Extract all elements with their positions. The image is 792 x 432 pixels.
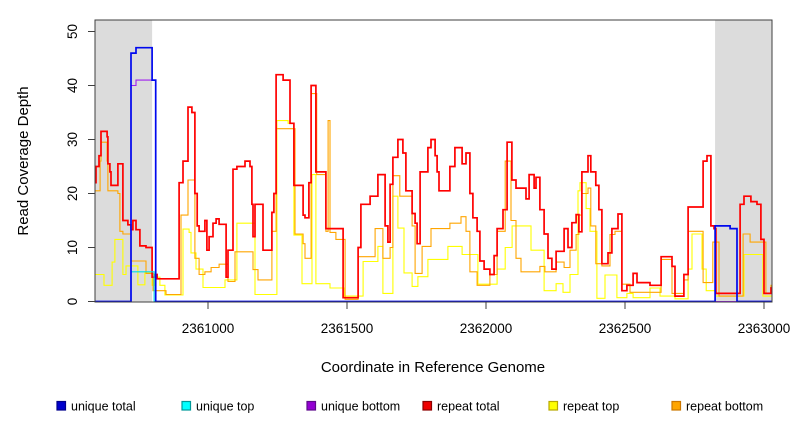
series-line-unique-bottom <box>95 79 773 303</box>
x-tick-label: 2361500 <box>321 321 374 336</box>
legend: unique total unique top unique bottom repea… <box>56 400 763 414</box>
axis-ticks-layer: 2361000 2361500 2362000 2362500 2363000 0 10 20… <box>65 24 790 336</box>
legend-label: repeat total <box>437 400 500 414</box>
legend-item-repeat-total: repeat total <box>422 400 500 414</box>
x-tick-label: 2363000 <box>738 321 791 336</box>
series-line-repeat-total <box>95 73 773 299</box>
plot-border <box>94 19 773 303</box>
x-axis-title: Coordinate in Reference Genome <box>321 359 545 376</box>
legend-swatch <box>548 400 559 411</box>
legend-item-repeat-top: repeat top <box>548 400 619 414</box>
legend-label: repeat top <box>563 400 619 414</box>
legend-label: unique top <box>196 400 254 414</box>
x-tick-label: 2362500 <box>599 321 652 336</box>
legend-swatch <box>181 400 192 411</box>
shaded-region <box>95 20 153 302</box>
series-line-unique-top <box>95 271 773 303</box>
y-tick-label: 50 <box>65 24 80 39</box>
legend-item-unique-total: unique total <box>56 400 136 414</box>
y-axis-title: Read Coverage Depth <box>15 86 32 235</box>
legend-item-unique-bottom: unique bottom <box>306 400 400 414</box>
legend-label: unique total <box>71 400 136 414</box>
series-line-unique-total <box>95 46 773 303</box>
y-tick-label: 30 <box>65 132 80 147</box>
legend-label: unique bottom <box>321 400 400 414</box>
series-layer <box>95 46 773 303</box>
legend-label: repeat bottom <box>686 400 763 414</box>
legend-item-unique-top: unique top <box>181 400 254 414</box>
legend-swatch <box>671 400 682 411</box>
y-tick-label: 20 <box>65 186 80 201</box>
y-tick-label: 40 <box>65 78 80 93</box>
legend-swatch <box>422 400 433 411</box>
legend-swatch <box>306 400 317 411</box>
x-tick-label: 2362000 <box>460 321 513 336</box>
legend-swatch <box>56 400 67 411</box>
y-tick-label: 10 <box>65 240 80 255</box>
shaded-regions-layer <box>95 20 773 302</box>
y-tick-label: 0 <box>65 298 80 306</box>
series-line-repeat-bottom <box>95 93 773 300</box>
x-tick-label: 2361000 <box>182 321 235 336</box>
legend-item-repeat-bottom: repeat bottom <box>671 400 763 414</box>
